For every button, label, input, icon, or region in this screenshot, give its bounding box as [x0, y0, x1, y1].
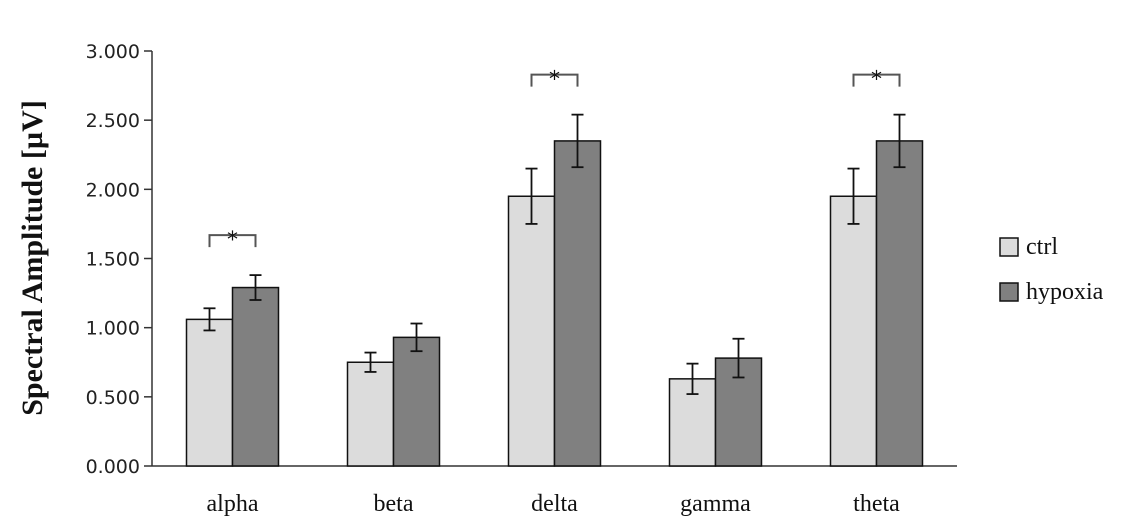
significance-star-alpha: *	[227, 228, 238, 253]
bar-hypoxia-beta	[392, 336, 441, 467]
x-tick-label-beta: beta	[374, 491, 414, 517]
legend-swatch-hypoxia	[999, 282, 1019, 302]
legend-label-ctrl: ctrl	[1026, 234, 1058, 260]
significance-bracket-delta	[530, 73, 579, 87]
bar-hypoxia-theta	[875, 140, 924, 467]
y-tick-label: 2.000	[86, 179, 140, 201]
plot-area: 0.000 0.500 1.000 1.500 2.000 2.500 3.000 alpha…	[86, 41, 957, 517]
bar-ctrl-alpha	[185, 318, 234, 467]
y-tick-label: 0.000	[86, 456, 140, 478]
y-tick-label: 2.500	[86, 110, 140, 132]
x-tick-label-delta: delta	[531, 491, 578, 517]
x-tick-label-alpha: alpha	[207, 491, 259, 517]
bar-hypoxia-alpha	[231, 286, 280, 467]
y-tick-label: 1.000	[86, 318, 140, 340]
y-tick-label: 1.500	[86, 249, 140, 271]
x-tick-label-theta: theta	[853, 491, 900, 517]
y-tick-label: 3.000	[86, 41, 140, 63]
significance-star-delta: *	[549, 68, 560, 93]
bar-ctrl-delta	[507, 195, 556, 467]
significance-star-theta: *	[871, 68, 882, 93]
significance-bracket-alpha	[208, 234, 257, 248]
legend-label-hypoxia: hypoxia	[1026, 279, 1104, 305]
significance-bracket-theta	[852, 73, 901, 87]
bar-hypoxia-delta	[553, 140, 602, 467]
bar-ctrl-theta	[829, 195, 878, 467]
y-tick-label: 0.500	[86, 387, 140, 409]
x-tick-label-gamma: gamma	[680, 491, 751, 517]
bar-ctrl-beta	[346, 361, 395, 467]
legend: ctrl hypoxia	[999, 234, 1104, 305]
y-axis-label: Spectral Amplitude [µV]	[16, 100, 49, 416]
legend-swatch-ctrl	[999, 237, 1019, 257]
